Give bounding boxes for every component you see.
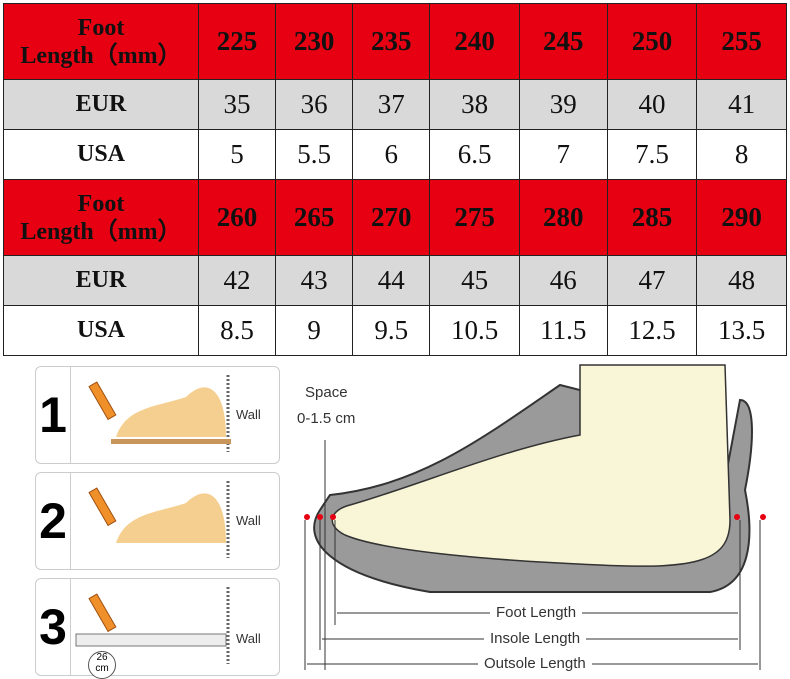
measure-step-2: 2 Wall [35,472,280,570]
wall-label: Wall [236,407,261,422]
size-cell: 39 [518,79,608,130]
size-cell: 8 [696,129,787,180]
size-cell: 260 [197,179,277,256]
size-cell: 42 [197,255,277,306]
size-cell: 270 [352,179,431,256]
step-number: 3 [36,579,71,675]
usa-row-label: USA [3,129,199,180]
size-cell: 225 [197,3,277,80]
size-cell: 10.5 [429,305,520,356]
measure-step-1: 1 Wall [35,366,280,464]
eur-row: EUR 42 43 44 45 46 47 48 [3,255,787,306]
size-cell: 45 [429,255,520,306]
size-cell: 265 [275,179,354,256]
size-cell: 36 [275,79,354,130]
measurement-diagram: 1 Wall 2 Wall 3 Wall 26 cm [0,360,790,679]
size-cell: 41 [696,79,787,130]
size-cell: 5 [197,129,277,180]
size-cell: 37 [352,79,431,130]
size-cell: 47 [606,255,698,306]
step-illustration [88,375,231,452]
size-cell: 13.5 [696,305,787,356]
eur-row: EUR 35 36 37 38 39 40 41 [3,79,787,130]
size-cell: 275 [429,179,520,256]
eur-row-label: EUR [3,79,199,130]
size-cell: 35 [197,79,277,130]
size-cell: 245 [518,3,608,80]
shoe-cross-section [304,364,766,670]
foot-length-row-label: Foot Length（mm） [3,3,199,80]
size-cell: 40 [606,79,698,130]
step-number: 2 [36,473,71,569]
size-cell: 43 [275,255,354,306]
measure-step-3: 3 Wall 26 cm [35,578,280,679]
size-cell: 44 [352,255,431,306]
eur-row-label: EUR [3,255,199,306]
size-cell: 255 [696,3,787,80]
size-cell: 290 [696,179,787,256]
step-number: 1 [36,367,71,463]
space-value: 0-1.5 cm [297,410,356,427]
foot-length-row-label: Foot Length（mm） [3,179,199,256]
size-cell: 280 [518,179,608,256]
size-cell: 6 [352,129,431,180]
size-cell: 5.5 [275,129,354,180]
foot-length-row: Foot Length（mm） 225 230 235 240 245 250 255 [3,3,787,80]
wall-label: Wall [236,631,261,646]
size-cell: 6.5 [429,129,520,180]
size-cell: 9 [275,305,354,356]
outsole-length-label: Outsole Length [478,655,592,672]
size-cell: 230 [275,3,354,80]
size-cell: 38 [429,79,520,130]
size-cell: 11.5 [518,305,608,356]
size-table: Foot Length（mm） 225 230 235 240 245 250 255 EUR 35… [3,3,787,356]
size-cell: 235 [352,3,431,80]
foot-length-row: Foot Length（mm） 260 265 270 275 280 285 290 [3,179,787,256]
size-cell: 240 [429,3,520,80]
usa-row: USA 8.5 9 9.5 10.5 11.5 12.5 13.5 [3,305,787,356]
usa-row: USA 5 5.5 6 6.5 7 7.5 8 [3,129,787,180]
size-cell: 46 [518,255,608,306]
size-cell: 7.5 [606,129,698,180]
insole-length-label: Insole Length [484,630,587,647]
foot [331,364,731,567]
size-cell: 7 [518,129,608,180]
usa-row-label: USA [3,305,199,356]
size-cell: 285 [606,179,698,256]
size-cell: 9.5 [352,305,431,356]
step-illustration [75,587,230,664]
wall-label: Wall [236,513,261,528]
step-illustration [88,481,230,558]
size-cell: 250 [606,3,698,80]
size-cell: 8.5 [197,305,277,356]
foot-length-label: Foot Length [490,604,583,621]
space-label: Space [305,384,348,401]
size-cell: 12.5 [606,305,698,356]
size-cell: 48 [696,255,787,306]
